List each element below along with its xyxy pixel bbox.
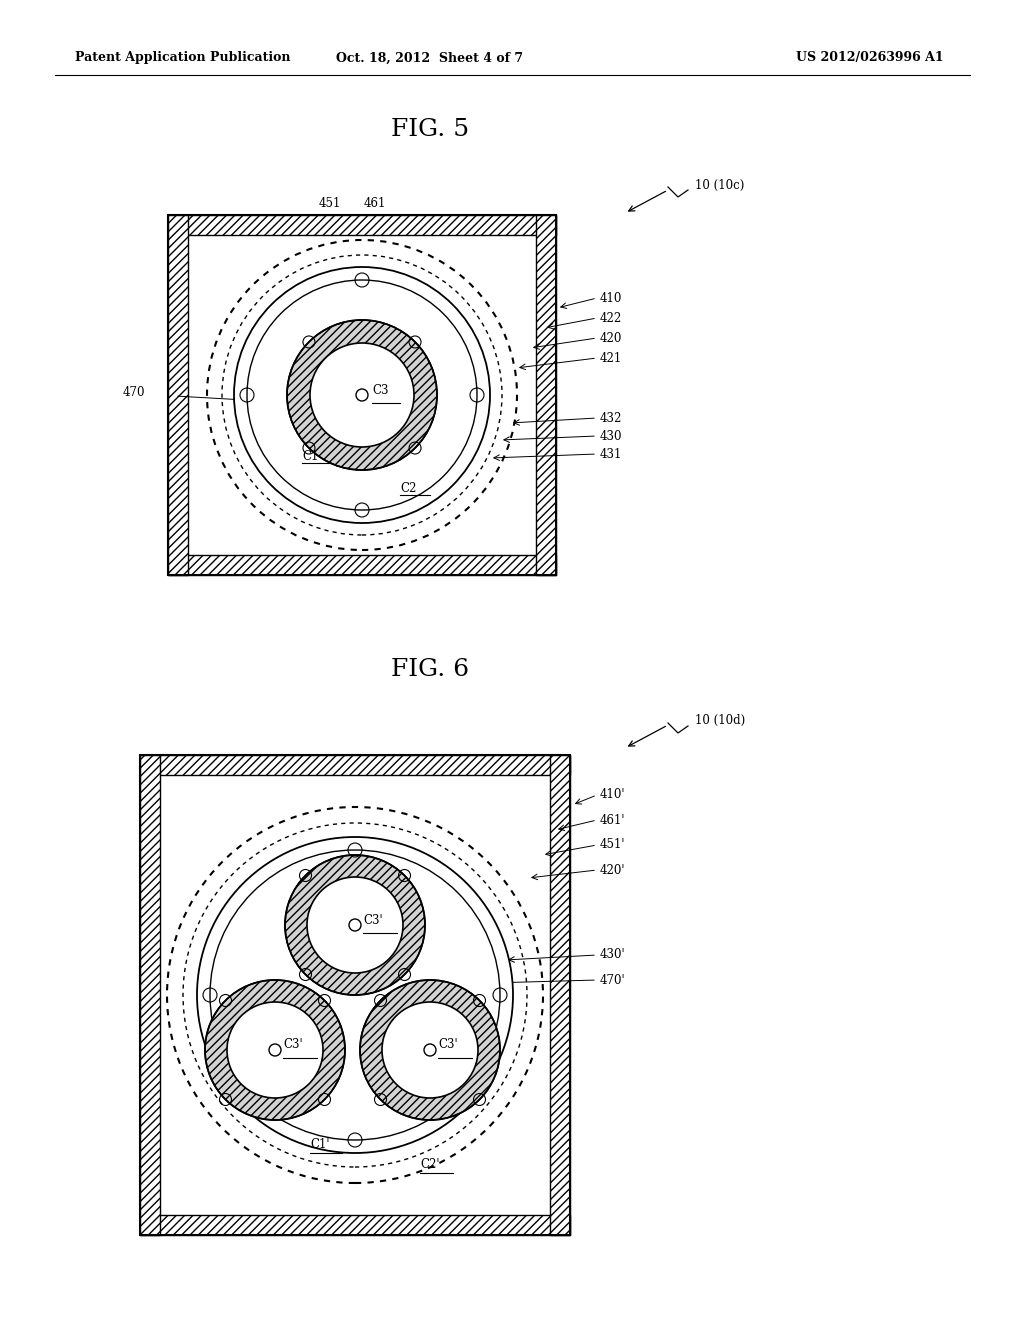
Circle shape — [210, 850, 500, 1140]
Text: C3': C3' — [362, 913, 383, 927]
Circle shape — [247, 280, 477, 510]
Text: US 2012/0263996 A1: US 2012/0263996 A1 — [797, 51, 944, 65]
Text: FIG. 6: FIG. 6 — [391, 659, 469, 681]
Text: 422: 422 — [600, 312, 623, 325]
Text: 421: 421 — [600, 351, 623, 364]
Text: 420': 420' — [600, 863, 626, 876]
Text: 470': 470' — [600, 974, 626, 986]
Text: 461: 461 — [364, 197, 386, 210]
Circle shape — [360, 979, 500, 1119]
Text: 430: 430 — [600, 429, 623, 442]
Text: 451: 451 — [318, 197, 341, 210]
Bar — [140, 1214, 570, 1236]
Circle shape — [356, 389, 368, 401]
Bar — [168, 215, 188, 576]
Bar — [188, 235, 536, 554]
Bar — [140, 755, 570, 1236]
Text: FIG. 5: FIG. 5 — [391, 119, 469, 141]
Text: C3: C3 — [372, 384, 388, 396]
Text: 10 (10c): 10 (10c) — [695, 178, 744, 191]
Text: C3': C3' — [438, 1039, 458, 1052]
Circle shape — [285, 855, 425, 995]
Circle shape — [287, 319, 437, 470]
Text: C1': C1' — [310, 1138, 330, 1151]
Circle shape — [227, 1002, 323, 1098]
Text: 470: 470 — [123, 387, 145, 400]
Bar — [536, 215, 556, 576]
Text: 431: 431 — [600, 447, 623, 461]
Text: 451': 451' — [600, 838, 626, 851]
Text: 432: 432 — [600, 412, 623, 425]
Text: 410': 410' — [600, 788, 626, 801]
Circle shape — [197, 837, 513, 1152]
Text: Oct. 18, 2012  Sheet 4 of 7: Oct. 18, 2012 Sheet 4 of 7 — [337, 51, 523, 65]
Circle shape — [424, 1044, 436, 1056]
Text: 461': 461' — [600, 813, 626, 826]
Bar — [140, 755, 160, 1236]
Text: 410: 410 — [600, 292, 623, 305]
Circle shape — [349, 919, 361, 931]
Text: C1: C1 — [302, 450, 318, 462]
Text: C3': C3' — [283, 1039, 303, 1052]
Text: Patent Application Publication: Patent Application Publication — [75, 51, 291, 65]
Bar — [168, 215, 556, 576]
Text: C2': C2' — [420, 1159, 439, 1172]
Text: 10 (10d): 10 (10d) — [695, 714, 745, 726]
Bar — [140, 755, 570, 775]
Bar — [550, 755, 570, 1236]
Circle shape — [307, 876, 403, 973]
Text: C2: C2 — [400, 482, 417, 495]
Circle shape — [234, 267, 490, 523]
Circle shape — [269, 1044, 281, 1056]
Circle shape — [310, 343, 414, 447]
Circle shape — [205, 979, 345, 1119]
Bar — [168, 215, 556, 235]
Circle shape — [382, 1002, 478, 1098]
Text: 420: 420 — [600, 331, 623, 345]
Bar — [160, 775, 550, 1214]
Bar — [168, 554, 556, 576]
Text: 430': 430' — [600, 949, 626, 961]
